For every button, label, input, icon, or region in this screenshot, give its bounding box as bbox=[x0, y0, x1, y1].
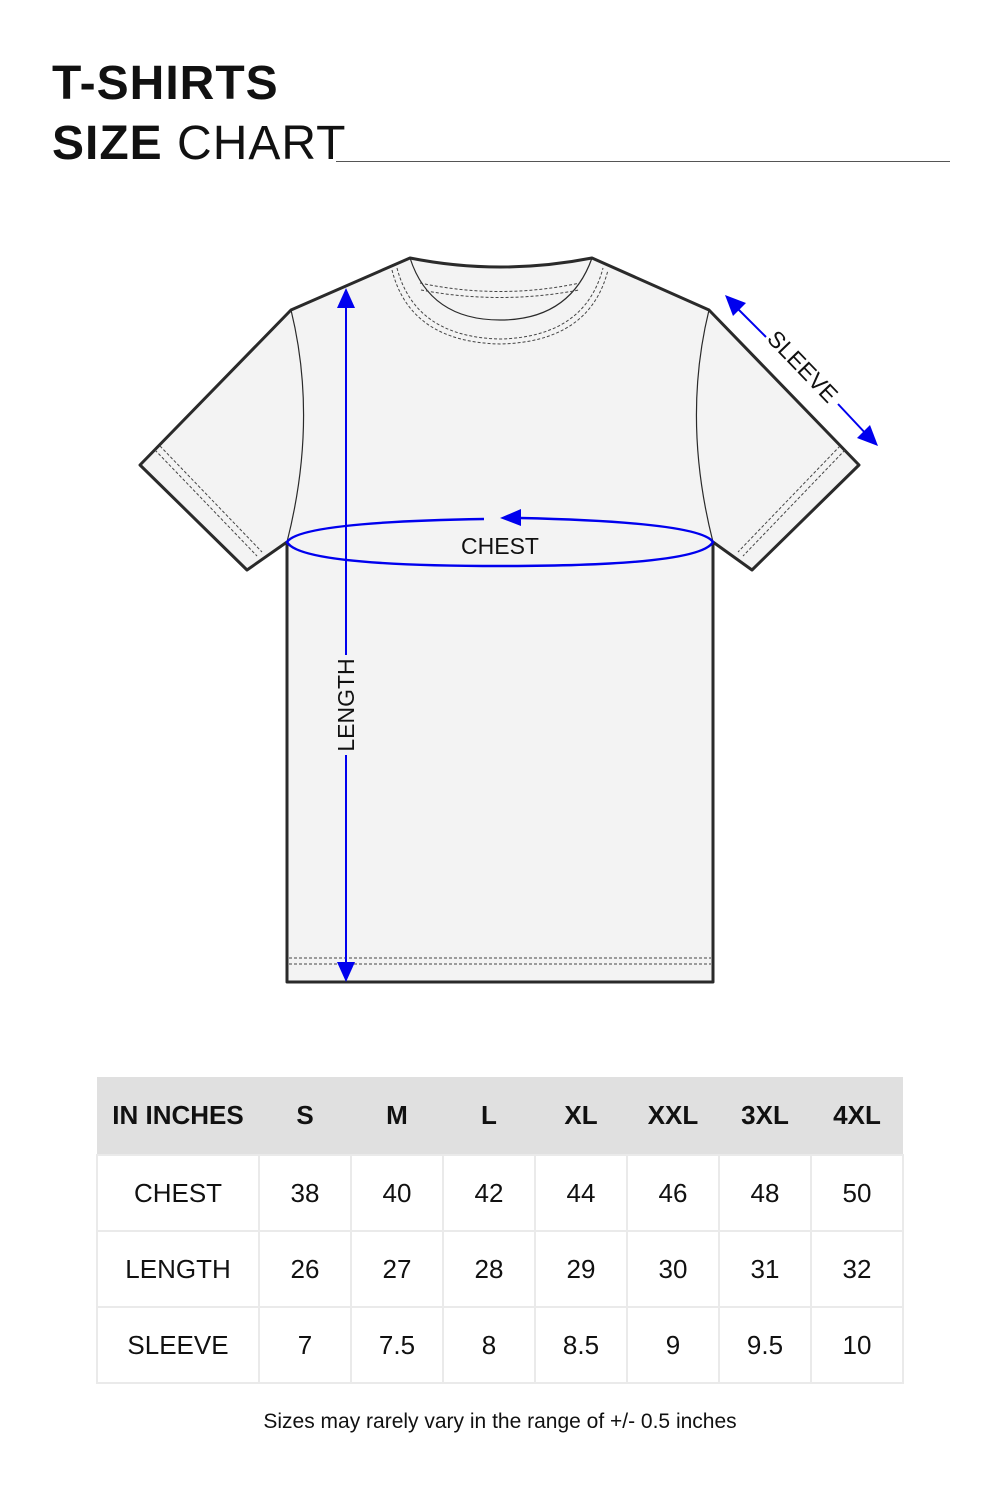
cell: 8 bbox=[442, 1306, 536, 1384]
chest-arrow-icon bbox=[500, 509, 521, 526]
table-row: LENGTH 26 27 28 29 30 31 32 bbox=[96, 1230, 904, 1308]
table-row: SLEEVE 7 7.5 8 8.5 9 9.5 10 bbox=[96, 1306, 904, 1384]
row-label: LENGTH bbox=[96, 1230, 260, 1308]
cell: 38 bbox=[258, 1154, 352, 1232]
cell: 42 bbox=[442, 1154, 536, 1232]
cell: 48 bbox=[718, 1154, 812, 1232]
table-row: CHEST 38 40 42 44 46 48 50 bbox=[96, 1154, 904, 1232]
cell: 50 bbox=[810, 1154, 904, 1232]
row-label: CHEST bbox=[96, 1154, 260, 1232]
cell: 27 bbox=[350, 1230, 444, 1308]
title-size: SIZE bbox=[52, 117, 163, 170]
collar-stitch bbox=[391, 269, 609, 345]
size-table: IN INCHES S M L XL XXL 3XL 4XL CHEST 38 … bbox=[96, 1077, 904, 1384]
chest-label: CHEST bbox=[461, 533, 539, 559]
sleeve-measure-line-bottom bbox=[837, 403, 869, 437]
cell: 10 bbox=[810, 1306, 904, 1384]
sleeve-arrow-up-icon bbox=[725, 295, 746, 316]
header-size: XL bbox=[535, 1077, 627, 1155]
length-label: LENGTH bbox=[333, 658, 359, 751]
cell: 9.5 bbox=[718, 1306, 812, 1384]
header-size: L bbox=[443, 1077, 535, 1155]
collar-inner bbox=[409, 257, 593, 321]
chest-measure-ellipse bbox=[285, 516, 715, 568]
tshirt-outline bbox=[138, 256, 861, 984]
length-arrow-up-icon bbox=[337, 288, 355, 308]
right-cuff-stitch bbox=[737, 445, 846, 557]
cell: 46 bbox=[626, 1154, 720, 1232]
cell: 26 bbox=[258, 1230, 352, 1308]
title-chart: CHART bbox=[177, 117, 347, 170]
length-arrow-down-icon bbox=[337, 962, 355, 982]
header-size: S bbox=[259, 1077, 351, 1155]
sleeve-arrow-down-icon bbox=[857, 425, 878, 446]
left-armhole-seam bbox=[286, 309, 305, 543]
cell: 29 bbox=[534, 1230, 628, 1308]
sleeve-measure-line-top bbox=[734, 305, 767, 338]
neck-tape bbox=[419, 282, 581, 298]
cell: 8.5 bbox=[534, 1306, 628, 1384]
cell: 44 bbox=[534, 1154, 628, 1232]
title-divider bbox=[336, 161, 950, 162]
header-size: XXL bbox=[627, 1077, 719, 1155]
tshirt-diagram: CHEST LENGTH SLEEVE bbox=[138, 256, 878, 984]
header-size: M bbox=[351, 1077, 443, 1155]
cell: 30 bbox=[626, 1230, 720, 1308]
cell: 40 bbox=[350, 1154, 444, 1232]
title-line-2: SIZE CHART bbox=[52, 116, 347, 171]
left-cuff-stitch bbox=[154, 445, 263, 557]
title-line-1: T-SHIRTS bbox=[52, 57, 279, 110]
cell: 7.5 bbox=[350, 1306, 444, 1384]
hem-stitch bbox=[289, 957, 711, 965]
cell: 28 bbox=[442, 1230, 536, 1308]
cell: 32 bbox=[810, 1230, 904, 1308]
header-size: 3XL bbox=[719, 1077, 811, 1155]
row-label: SLEEVE bbox=[96, 1306, 260, 1384]
size-variance-note: Sizes may rarely vary in the range of +/… bbox=[263, 1410, 737, 1433]
cell: 9 bbox=[626, 1306, 720, 1384]
header-size: 4XL bbox=[811, 1077, 903, 1155]
right-armhole-seam bbox=[695, 309, 714, 543]
collar-stitch-2 bbox=[396, 267, 604, 340]
cell: 31 bbox=[718, 1230, 812, 1308]
cell: 7 bbox=[258, 1306, 352, 1384]
table-header-row: IN INCHES S M L XL XXL 3XL 4XL bbox=[97, 1077, 903, 1155]
header-unit: IN INCHES bbox=[97, 1077, 259, 1155]
